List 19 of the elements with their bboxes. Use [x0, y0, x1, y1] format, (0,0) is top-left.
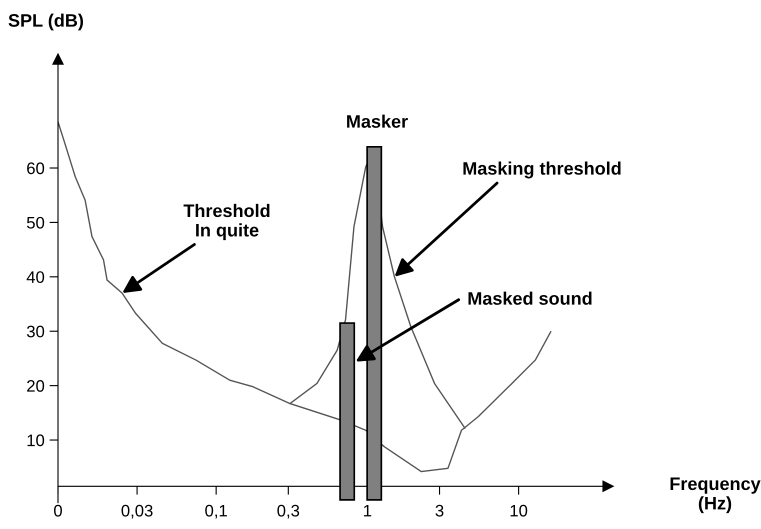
annotation: Masker — [347, 114, 408, 128]
x-tick-label: 0,1 — [205, 504, 227, 519]
y-tick-label: 60 — [27, 162, 44, 174]
annotation: Masked sound — [468, 292, 592, 305]
y-tick-label: 10 — [28, 434, 44, 446]
x-tick-label: 1 — [364, 504, 372, 516]
x-axis-title: Frequency (Hz) — [670, 478, 761, 514]
x-tick-label: 3 — [436, 504, 444, 517]
x-tick-label: 0,03 — [122, 504, 153, 519]
x-tick-label: 10 — [510, 504, 528, 517]
y-tick-label: 50 — [26, 216, 44, 229]
annotation: Masking threshold — [463, 162, 621, 178]
y-axis-title: SPL (dB) — [8, 14, 84, 30]
y-tick-label: 40 — [26, 271, 44, 284]
y-tick-label: 30 — [26, 326, 44, 338]
x-tick-label: 0,3 — [277, 504, 300, 519]
x-tick-label: 0 — [54, 504, 62, 517]
y-tick-label: 20 — [27, 380, 44, 392]
annotation: Threshold In quite — [184, 204, 270, 240]
